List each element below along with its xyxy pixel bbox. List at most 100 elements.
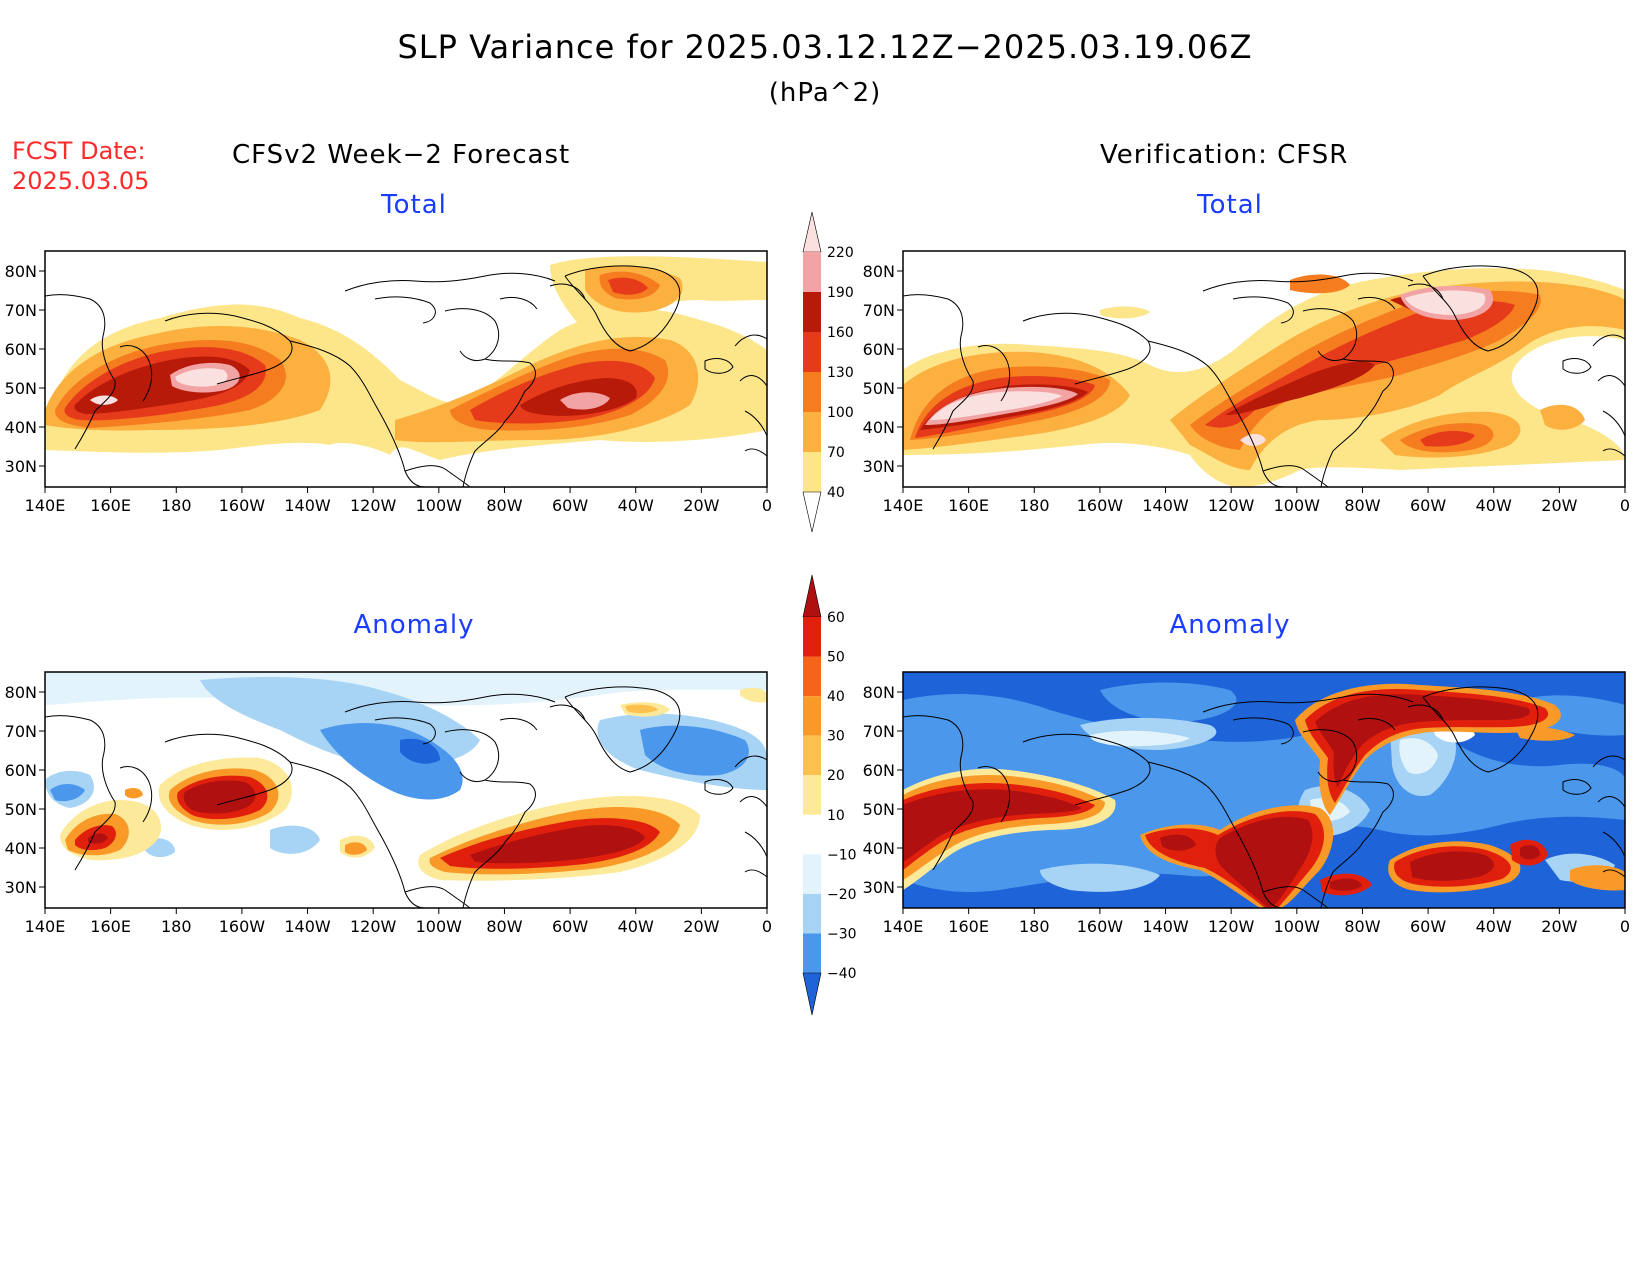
colorbar-top-arrow [802,211,822,253]
colorbar-label: 50 [827,650,845,666]
verification-total-title: Total [1197,190,1263,220]
forecast-anomaly-axes: 140E 160E 180 160W 140W 120W 100W 80W 60W 40W 20W 0… [5,683,772,936]
colorbar-swatch [803,735,821,776]
colorbar-swatch [803,332,821,372]
lon-tick-label: 160W [1077,917,1124,936]
verification-total-field [903,268,1625,487]
colorbar-swatch [803,775,821,815]
lon-tick-label: 120W [1208,917,1255,936]
colorbar-swatch [803,893,821,934]
colorbar-label: 220 [827,245,854,261]
colorbar-swatch [803,292,821,332]
lon-tick-label: 140W [1142,917,1189,936]
colorbar-label: 160 [827,325,854,341]
lon-tick-label: 0 [762,496,772,515]
lon-tick-label: 100W [416,496,463,515]
verification-anomaly-map: 140E 160E 180 160W 140W 120W 100W 80W 60W 40W 20W 0… [863,671,1630,936]
colorbar-label: 40 [827,689,845,705]
lat-tick-label: 70N [5,301,37,320]
forecast-anomaly-title: Anomaly [353,610,475,640]
lon-tick-label: 120W [350,917,397,936]
verification-total-frame [902,250,1626,488]
forecast-total-coastlines [45,265,767,487]
lat-tick-label: 60N [863,761,895,780]
lon-tick-label: 180 [161,496,192,515]
verification-anomaly-axes: 140E 160E 180 160W 140W 120W 100W 80W 60W 40W 20W 0… [863,683,1630,936]
forecast-anomaly-coastlines [45,686,767,908]
forecast-column-title: CFSv2 Week−2 Forecast [232,140,571,170]
lat-tick-label: 60N [5,340,37,359]
verification-anomaly-coastlines [903,686,1625,908]
lon-tick-label: 40W [618,496,654,515]
verification-anomaly-title: Anomaly [1169,610,1291,640]
lat-tick-label: 50N [5,379,37,398]
lon-tick-label: 20W [683,917,719,936]
lon-tick-label: 140E [883,917,924,936]
forecast-date-value: 2025.03.05 [12,167,150,195]
lat-tick-label: 50N [5,800,37,819]
lon-tick-label: 0 [762,917,772,936]
lon-tick-label: 100W [416,917,463,936]
colorbar-bottom-arrow [802,972,822,1016]
lon-tick-label: 80W [1344,917,1380,936]
lon-tick-label: 140W [284,917,331,936]
verification-total-coastlines [903,265,1625,487]
lat-tick-label: 80N [863,683,895,702]
lon-tick-label: 60W [552,917,588,936]
colorbar-label: −10 [827,847,857,863]
lon-tick-label: 80W [1344,496,1380,515]
forecast-total-title: Total [381,190,447,220]
lon-tick-label: 120W [350,496,397,515]
lat-tick-label: 70N [5,722,37,741]
lon-tick-label: 20W [1541,917,1577,936]
forecast-total-axes: 140E 160E 180 160W 140W 120W 100W 80W 60W 40W 20W 0… [5,262,772,515]
colorbar-label: 130 [827,365,854,381]
lon-tick-label: 100W [1274,917,1321,936]
lat-tick-label: 80N [5,262,37,281]
verification-total-map: 140E 160E 180 160W 140W 120W 100W 80W 60W 40W 20W 0… [863,250,1630,515]
lon-tick-label: 140E [25,496,66,515]
lon-tick-label: 80W [486,917,522,936]
verification-column-title: Verification: CFSR [1100,140,1349,170]
lat-tick-label: 70N [863,722,895,741]
lat-tick-label: 40N [5,839,37,858]
lon-tick-label: 20W [683,496,719,515]
chart-title: SLP Variance for 2025.03.12.12Z−2025.03.… [397,28,1253,66]
colorbar-label: 30 [827,729,845,745]
lon-tick-label: 20W [1541,496,1577,515]
lon-tick-label: 0 [1620,917,1630,936]
colorbar-swatch [803,814,821,855]
colorbar-swatch [803,933,821,973]
lon-tick-label: 140E [883,496,924,515]
colorbar-label: −40 [827,966,857,982]
lon-tick-label: 160W [219,917,266,936]
lon-tick-label: 180 [161,917,192,936]
lat-tick-label: 40N [863,839,895,858]
forecast-date-label: FCST Date: [12,137,146,165]
lon-tick-label: 140W [1142,496,1189,515]
lat-tick-label: 30N [5,457,37,476]
colorbar-label: 70 [827,445,845,461]
colorbar-label: 20 [827,768,845,784]
colorbar-label: −30 [827,926,857,942]
lon-tick-label: 160W [219,496,266,515]
lon-tick-label: 100W [1274,496,1321,515]
chart-units: (hPa^2) [768,78,882,108]
lat-tick-label: 70N [863,301,895,320]
lon-tick-label: 0 [1620,496,1630,515]
lon-tick-label: 60W [1410,496,1446,515]
lat-tick-label: 40N [5,418,37,437]
lon-tick-label: 180 [1019,917,1050,936]
lat-tick-label: 30N [5,878,37,897]
lat-tick-label: 30N [863,878,895,897]
anomaly-colorbar: 60 50 40 30 20 10 −10 −20 −30 −40 [802,574,857,1016]
colorbar-swatch [803,252,821,292]
lat-tick-label: 50N [863,800,895,819]
lat-tick-label: 30N [863,457,895,476]
colorbar-bottom-arrow [802,491,822,533]
verification-anomaly-frame [902,671,1626,909]
lon-tick-label: 80W [486,496,522,515]
colorbar-label: 190 [827,285,854,301]
colorbar-label: 10 [827,808,845,824]
